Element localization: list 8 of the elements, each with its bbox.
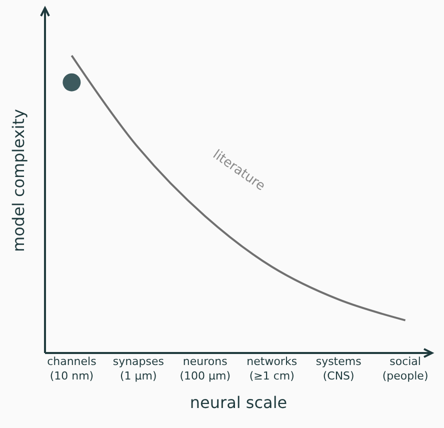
x-tick-label: networks (≥1 cm)	[246, 355, 298, 382]
y-axis-title: model complexity	[8, 109, 28, 252]
x-tick-label: social (people)	[382, 355, 428, 382]
x-tick-label: systems (CNS)	[316, 355, 362, 382]
x-tick-label: neurons (100 μm)	[180, 355, 231, 382]
x-axis-title: neural scale	[190, 393, 288, 412]
x-tick-label: synapses (1 μm)	[112, 355, 164, 382]
x-tick-label: channels (10 nm)	[47, 355, 97, 382]
